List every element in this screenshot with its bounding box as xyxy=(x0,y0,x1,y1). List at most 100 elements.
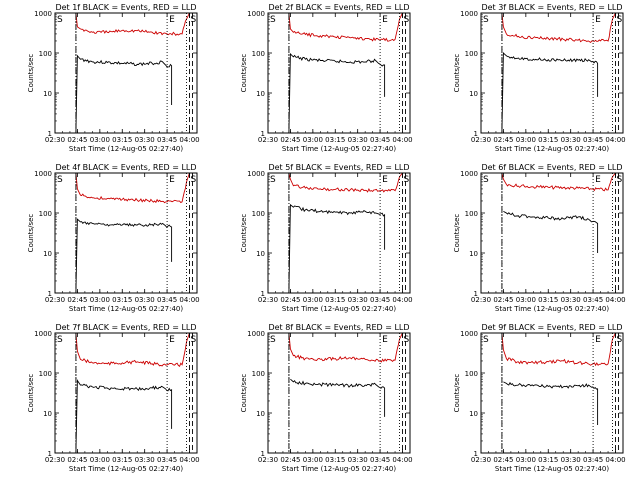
x-tick-label: 03:00 xyxy=(303,456,323,464)
x-tick-label: 04:00 xyxy=(179,136,199,144)
lld-series-line xyxy=(501,172,616,192)
y-tick-label: 10 xyxy=(469,410,478,418)
x-tick-label: 02:30 xyxy=(471,136,491,144)
saa-marker: S xyxy=(191,15,197,25)
events-series-line xyxy=(75,218,173,294)
x-tick-label: 04:00 xyxy=(605,456,625,464)
x-tick-label: 02:30 xyxy=(45,296,65,304)
start-marker: S xyxy=(483,175,489,185)
x-tick-label: 02:45 xyxy=(493,296,513,304)
end-marker: E xyxy=(382,335,388,345)
plot-frame xyxy=(54,172,198,294)
x-tick-label: 03:45 xyxy=(157,296,177,304)
y-axis-label: Counts/sec xyxy=(453,374,461,413)
x-tick-label: 04:00 xyxy=(392,136,412,144)
x-tick-label: 04:00 xyxy=(605,296,625,304)
x-tick-label: 03:45 xyxy=(370,456,390,464)
x-tick-label: 03:00 xyxy=(303,136,323,144)
panel-title: Det 5f BLACK = Events, RED = LLD xyxy=(268,163,409,172)
x-tick-label: 04:00 xyxy=(605,136,625,144)
y-tick-label: 1 xyxy=(48,450,52,458)
y-tick-label: 1 xyxy=(261,290,265,298)
y-tick-label: 100 xyxy=(465,50,478,58)
x-tick-label: 02:45 xyxy=(280,296,300,304)
detector-panel-9: Det 9f BLACK = Events, RED = LLD S E S 02:30… xyxy=(453,323,626,473)
detector-panel-4: Det 4f BLACK = Events, RED = LLD S E S 02:30… xyxy=(27,163,200,313)
events-series-line xyxy=(503,210,599,253)
plot-frame xyxy=(480,172,624,294)
y-tick-label: 1 xyxy=(474,290,478,298)
events-series-line xyxy=(288,203,386,294)
x-tick-label: 03:15 xyxy=(112,136,132,144)
start-marker: S xyxy=(57,15,63,25)
detector-panel-3: Det 3f BLACK = Events, RED = LLD S E S 02:30… xyxy=(453,3,626,153)
x-tick-label: 02:30 xyxy=(471,456,491,464)
detector-panel-1: Det 1f BLACK = Events, RED = LLD S E S 02:30… xyxy=(27,3,200,153)
x-tick-label: 03:45 xyxy=(157,136,177,144)
x-tick-label: 03:15 xyxy=(325,136,345,144)
y-tick-label: 1000 xyxy=(460,10,478,18)
y-tick-label: 1 xyxy=(48,290,52,298)
events-series-line xyxy=(503,381,599,425)
end-marker: E xyxy=(595,335,601,345)
y-axis-label: Counts/sec xyxy=(240,54,248,93)
saa-marker: S xyxy=(617,15,623,25)
y-tick-label: 100 xyxy=(39,50,52,58)
x-tick-label: 02:45 xyxy=(67,296,87,304)
x-tick-label: 02:45 xyxy=(493,136,513,144)
panel-title: Det 6f BLACK = Events, RED = LLD xyxy=(481,163,622,172)
x-tick-label: 04:00 xyxy=(179,456,199,464)
x-tick-label: 02:30 xyxy=(45,456,65,464)
lld-series-line xyxy=(75,12,190,36)
x-tick-label: 03:00 xyxy=(303,296,323,304)
x-tick-label: 03:15 xyxy=(538,456,558,464)
lld-series-line xyxy=(75,332,190,367)
y-tick-label: 1 xyxy=(261,130,265,138)
x-axis-label: Start Time (12-Aug-05 02:27:40) xyxy=(282,465,396,473)
plot-frame xyxy=(267,332,411,454)
lld-series-line xyxy=(75,172,190,204)
y-tick-label: 10 xyxy=(469,250,478,258)
y-tick-label: 1000 xyxy=(460,170,478,178)
x-tick-label: 03:15 xyxy=(112,296,132,304)
lld-series-line xyxy=(501,12,616,44)
x-tick-label: 03:00 xyxy=(90,456,110,464)
x-tick-label: 03:15 xyxy=(325,296,345,304)
events-series-line xyxy=(75,379,173,454)
lld-series-line xyxy=(288,172,403,193)
saa-marker: S xyxy=(191,335,197,345)
y-tick-label: 10 xyxy=(43,410,52,418)
x-axis-label: Start Time (12-Aug-05 02:27:40) xyxy=(282,145,396,153)
y-tick-label: 100 xyxy=(252,370,265,378)
panel-title: Det 2f BLACK = Events, RED = LLD xyxy=(268,3,409,12)
x-tick-label: 03:45 xyxy=(370,296,390,304)
detector-panel-7: Det 7f BLACK = Events, RED = LLD S E S 02:30… xyxy=(27,323,200,473)
x-tick-label: 03:15 xyxy=(325,456,345,464)
panel-title: Det 7f BLACK = Events, RED = LLD xyxy=(55,323,196,332)
y-axis-label: Counts/sec xyxy=(453,54,461,93)
y-tick-label: 1000 xyxy=(460,330,478,338)
y-tick-label: 10 xyxy=(256,90,265,98)
x-tick-label: 02:30 xyxy=(258,456,278,464)
x-tick-label: 03:30 xyxy=(561,136,581,144)
panel-title: Det 8f BLACK = Events, RED = LLD xyxy=(268,323,409,332)
y-tick-label: 1000 xyxy=(247,10,265,18)
x-tick-label: 03:30 xyxy=(135,136,155,144)
lld-series-line xyxy=(501,332,616,367)
x-tick-label: 03:30 xyxy=(561,296,581,304)
saa-marker: S xyxy=(404,15,410,25)
start-marker: S xyxy=(57,335,63,345)
plot-frame xyxy=(480,332,624,454)
x-tick-label: 03:30 xyxy=(135,296,155,304)
saa-marker: S xyxy=(191,175,197,185)
x-tick-label: 02:30 xyxy=(258,136,278,144)
y-tick-label: 100 xyxy=(39,210,52,218)
y-tick-label: 1 xyxy=(474,450,478,458)
events-series-line xyxy=(290,378,386,417)
start-marker: S xyxy=(483,15,489,25)
saa-marker: S xyxy=(617,335,623,345)
end-marker: E xyxy=(169,335,175,345)
panel-title: Det 4f BLACK = Events, RED = LLD xyxy=(55,163,196,172)
y-tick-label: 1 xyxy=(48,130,52,138)
x-tick-label: 04:00 xyxy=(392,456,412,464)
